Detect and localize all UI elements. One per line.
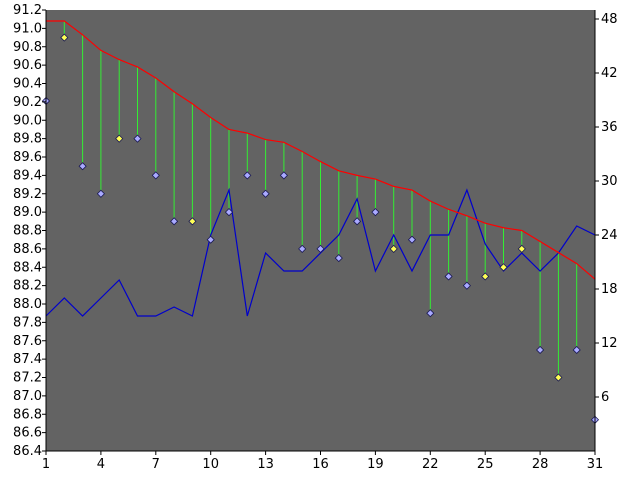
data-point-marker [353,217,362,226]
data-point-marker [481,272,490,281]
data-point-marker [206,235,215,244]
y-left-tick-label: 89.8 [13,132,42,147]
y-left-tick-label: 90.4 [13,77,42,92]
y-right-tick-label: 12 [601,336,618,351]
x-tick-label: 13 [257,457,274,472]
y-left-tick-label: 89.2 [13,187,42,202]
data-point-marker [151,171,160,180]
data-point-marker [334,253,343,263]
x-tick-label: 25 [477,457,494,472]
data-point-marker [60,33,69,42]
data-point-marker [115,134,124,143]
data-markers [41,33,600,424]
data-point-marker [298,244,307,253]
y-left-tick-label: 88.0 [13,297,42,312]
y-left-tick-label: 89.6 [13,150,42,165]
y-left-tick-label: 90.8 [13,40,42,55]
y-right-tick-label: 24 [601,228,618,243]
data-point-marker [279,171,288,180]
y-left-tick-label: 87.0 [13,389,42,404]
y-left-tick-label: 88.6 [13,242,42,257]
axes: 86.4 86.6 86.8 87.0 87.2 87.4 87.6 87.8 88.0 88.2… [13,3,618,472]
data-point-marker [78,162,87,171]
data-point-marker [316,244,325,253]
y-left-tick-label: 89.4 [13,168,42,183]
data-point-marker [261,189,270,198]
data-point-marker [133,134,142,143]
y-left-tick-label: 86.6 [13,426,42,441]
y-left-tick-label: 86.4 [13,444,42,459]
y-left-tick-label: 91.2 [13,3,42,18]
y-left-tick-label: 87.4 [13,352,42,367]
data-point-marker [170,217,179,226]
x-tick-label: 7 [152,457,160,472]
y-left-tick-label: 88.2 [13,279,42,294]
y-left-tick-label: 90.6 [13,58,42,73]
x-tick-label: 16 [312,457,329,472]
data-point-marker [371,208,380,217]
y-left-tick-label: 91.0 [13,21,42,36]
x-tick-label: 10 [202,457,219,472]
drop-lines [45,21,596,420]
y-right-tick-label: 18 [601,282,618,297]
x-tick-label: 28 [532,457,549,472]
y-left-tick-label: 89.0 [13,205,42,220]
y-right-tick-label: 48 [601,12,618,27]
x-tick-label: 4 [97,457,105,472]
data-point-marker [462,281,471,290]
data-point-marker [224,208,234,217]
data-point-marker [407,235,417,244]
y-left-tick-label: 90.2 [13,95,42,110]
y-left-tick-label: 90.0 [13,113,42,128]
data-point-marker [536,345,545,355]
y-right-tick-label: 6 [601,390,609,405]
data-point-marker [243,171,252,180]
x-tick-label: 19 [367,457,384,472]
data-point-marker [572,345,581,355]
envelope-series-line [46,20,596,280]
y-left-tick-label: 88.4 [13,260,42,275]
y-right-tick-label: 30 [601,174,618,189]
data-point-marker [444,272,453,281]
data-point-marker [517,244,526,253]
data-point-marker [188,217,197,226]
y-right-tick-label: 36 [601,120,618,135]
y-left-tick-label: 87.6 [13,334,42,349]
x-tick-label: 1 [42,457,50,472]
y-right-tick-label: 42 [601,66,618,81]
y-left-tick-label: 87.8 [13,315,42,330]
data-point-marker [389,244,398,253]
data-point-marker [554,373,563,382]
y-left-tick-label: 87.2 [13,371,42,386]
data-point-marker [499,263,508,272]
x-tick-label: 22 [422,457,439,472]
data-point-marker [426,309,435,318]
y-left-tick-label: 88.8 [13,224,42,239]
x-tick-label: 31 [587,457,604,472]
y-left-tick-label: 86.8 [13,407,42,422]
data-point-marker [96,189,105,198]
